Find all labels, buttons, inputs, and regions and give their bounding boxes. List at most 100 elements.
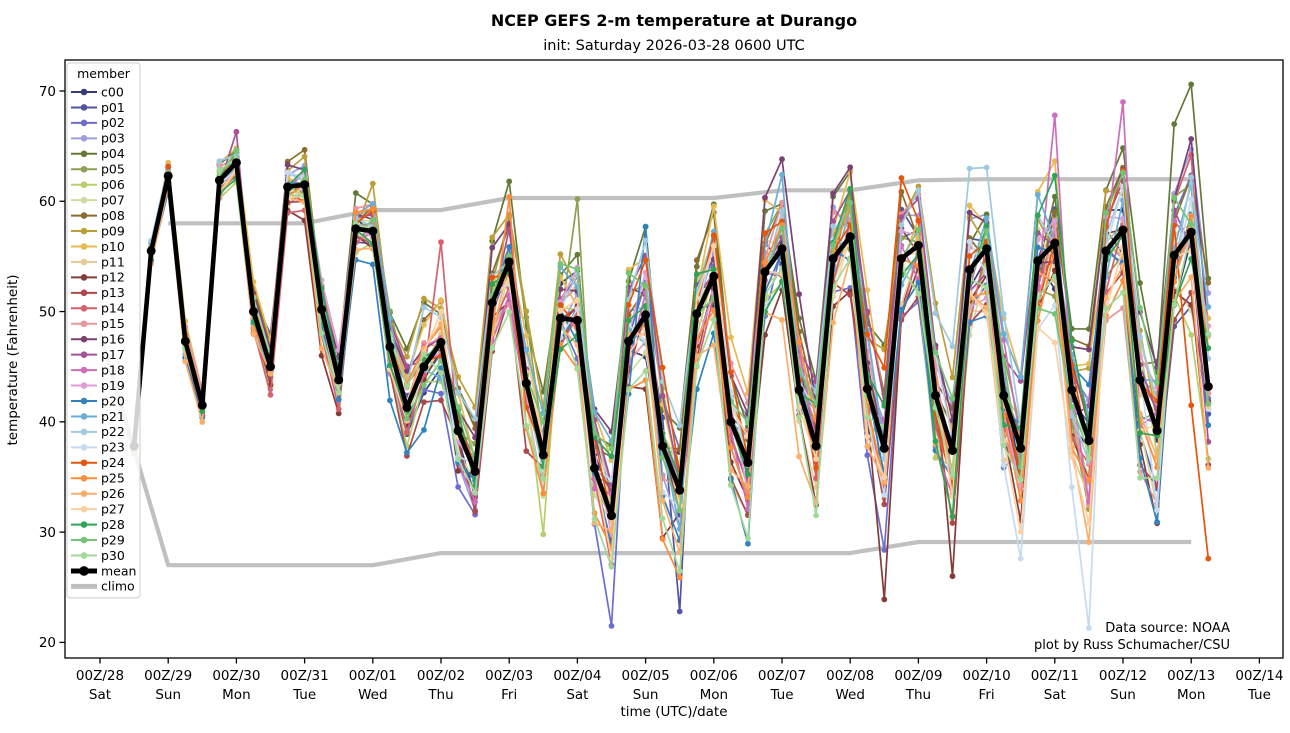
x-tick-label-utc: 00Z/14 — [1235, 668, 1283, 684]
member-marker — [404, 383, 410, 390]
legend-item-p08: p08 — [71, 208, 125, 223]
legend-item-p11: p11 — [71, 254, 125, 269]
climo-lines-group — [97, 177, 1192, 568]
member-marker — [438, 239, 444, 246]
plot-frame — [64, 59, 1284, 659]
member-marker — [1068, 413, 1075, 419]
member-marker — [881, 596, 888, 603]
member-marker — [779, 171, 785, 178]
x-tick-label-utc: 00Z/06 — [690, 668, 738, 684]
member-marker — [1000, 330, 1007, 337]
member-marker — [949, 395, 956, 402]
member-marker — [1086, 455, 1092, 462]
member-marker — [745, 483, 751, 489]
legend-swatch-marker — [80, 459, 88, 467]
member-marker — [864, 452, 871, 459]
mean-marker — [163, 171, 173, 181]
mean-marker — [607, 511, 616, 521]
legend-item-p18: p18 — [71, 362, 125, 377]
mean-marker — [931, 390, 940, 400]
x-tick-label-day: Mon — [222, 687, 250, 703]
legend-title: member — [77, 66, 131, 81]
x-tick-label-utc: 00Z/31 — [281, 668, 329, 684]
member-marker — [182, 358, 189, 365]
mean-marker — [572, 315, 582, 325]
mean-marker — [317, 304, 327, 314]
member-marker — [1137, 475, 1143, 481]
legend-item-c00: c00 — [71, 84, 124, 99]
member-marker — [318, 345, 325, 352]
member-marker — [813, 456, 819, 462]
mean-marker — [879, 443, 889, 453]
member-line-p28 — [133, 168, 1210, 518]
member-marker — [642, 368, 649, 374]
legend-item-p23: p23 — [71, 440, 125, 455]
x-tick-label-utc: 00Z/04 — [553, 668, 601, 684]
member-marker — [949, 573, 956, 580]
member-marker — [438, 370, 444, 376]
member-marker — [728, 482, 734, 489]
legend-item-label: p20 — [101, 393, 125, 408]
legend-item-p28: p28 — [71, 517, 125, 532]
member-marker — [1051, 158, 1058, 165]
legend-item-p26: p26 — [71, 486, 125, 501]
member-marker — [762, 194, 768, 201]
x-tick-label-utc: 00Z/01 — [349, 668, 397, 684]
member-marker — [1000, 357, 1007, 364]
mean-marker — [1186, 227, 1196, 237]
member-marker — [438, 297, 444, 304]
member-marker — [898, 175, 905, 181]
legend-item-p02: p02 — [71, 115, 125, 130]
x-tick-label-utc: 00Z/05 — [622, 668, 670, 684]
member-marker — [369, 217, 376, 224]
mean-marker — [743, 458, 753, 468]
member-marker — [1000, 462, 1007, 468]
x-axis-label: time (UTC)/date — [620, 704, 727, 720]
legend-item-label: p29 — [101, 532, 125, 547]
member-marker — [625, 270, 632, 276]
member-marker — [1086, 346, 1092, 353]
member-marker — [762, 230, 768, 237]
legend-item-label: p25 — [101, 471, 125, 486]
member-marker — [898, 306, 905, 313]
mean-marker — [1067, 385, 1077, 395]
mean-marker — [197, 400, 207, 410]
member-marker — [949, 343, 956, 350]
legend-item-p05: p05 — [71, 162, 125, 177]
legend-item-p21: p21 — [71, 409, 125, 424]
member-marker — [523, 332, 530, 339]
legend-item-label: p07 — [101, 192, 125, 207]
member-marker — [949, 374, 956, 381]
member-marker — [1205, 279, 1212, 286]
mean-marker — [300, 180, 310, 190]
y-axis-label: temperature (Fahrenheit) — [5, 274, 21, 445]
mean-marker — [555, 313, 565, 323]
chart-title: NCEP GEFS 2-m temperature at Durango — [491, 11, 857, 30]
member-marker — [574, 365, 581, 372]
legend-item-p12: p12 — [71, 270, 125, 285]
legend-swatch-marker — [80, 196, 88, 204]
legend-item-label: p15 — [101, 316, 125, 331]
member-marker — [642, 283, 649, 289]
member-marker — [915, 187, 922, 194]
member-marker — [625, 317, 632, 324]
member-marker — [438, 397, 444, 404]
member-marker — [830, 218, 836, 225]
legend-item-label: p24 — [101, 455, 125, 470]
legend-item-label: p17 — [101, 347, 125, 362]
legend-swatch-marker — [80, 104, 88, 111]
member-marker — [1051, 302, 1058, 309]
legend-swatch-marker — [80, 335, 88, 343]
member-marker — [710, 203, 717, 210]
member-marker — [1188, 196, 1195, 203]
member-marker — [404, 416, 410, 422]
member-marker — [728, 444, 734, 451]
legend-swatch-marker — [80, 258, 88, 266]
member-marker — [625, 302, 632, 308]
legend-item-label: p05 — [101, 162, 125, 177]
member-marker — [1051, 172, 1058, 179]
legend-item-p30: p30 — [71, 548, 125, 563]
mean-marker — [402, 403, 412, 412]
member-marker — [1086, 477, 1092, 483]
mean-marker — [590, 463, 599, 473]
